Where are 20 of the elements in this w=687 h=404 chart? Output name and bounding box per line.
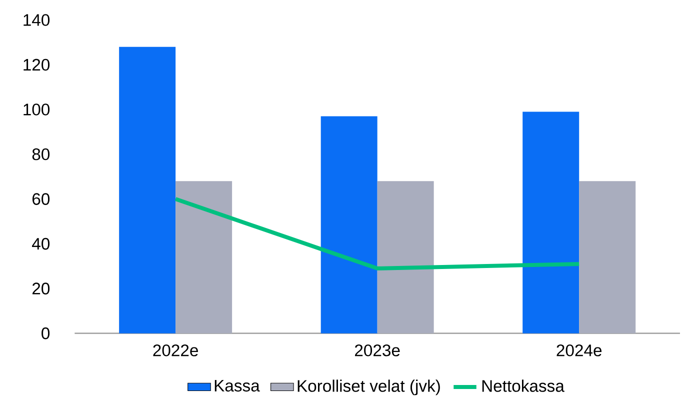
x-tick-label: 2023e: [354, 344, 400, 356]
x-tick-label: 2024e: [556, 344, 602, 356]
bar: [522, 112, 580, 334]
y-tick-label: 100: [24, 104, 50, 116]
y-tick-label: 120: [24, 58, 50, 71]
y-tick-label: 40: [32, 238, 50, 250]
legend-label: Nettokassa: [482, 380, 564, 392]
y-tick-label: 140: [24, 14, 50, 26]
y-tick-label: 60: [32, 193, 50, 205]
legend-label: Korolliset velat (jvk): [298, 380, 440, 396]
y-tick-label: 0: [42, 327, 50, 340]
x-tick-label: 2022e: [153, 344, 198, 356]
bar: [377, 181, 434, 334]
bar: [119, 46, 176, 334]
legend-label: Kassa: [214, 380, 260, 392]
bar: [176, 181, 232, 334]
y-tick-label: 20: [32, 282, 50, 294]
bar: [320, 116, 378, 334]
y-tick-label: 80: [32, 148, 50, 160]
bar: [579, 181, 636, 334]
